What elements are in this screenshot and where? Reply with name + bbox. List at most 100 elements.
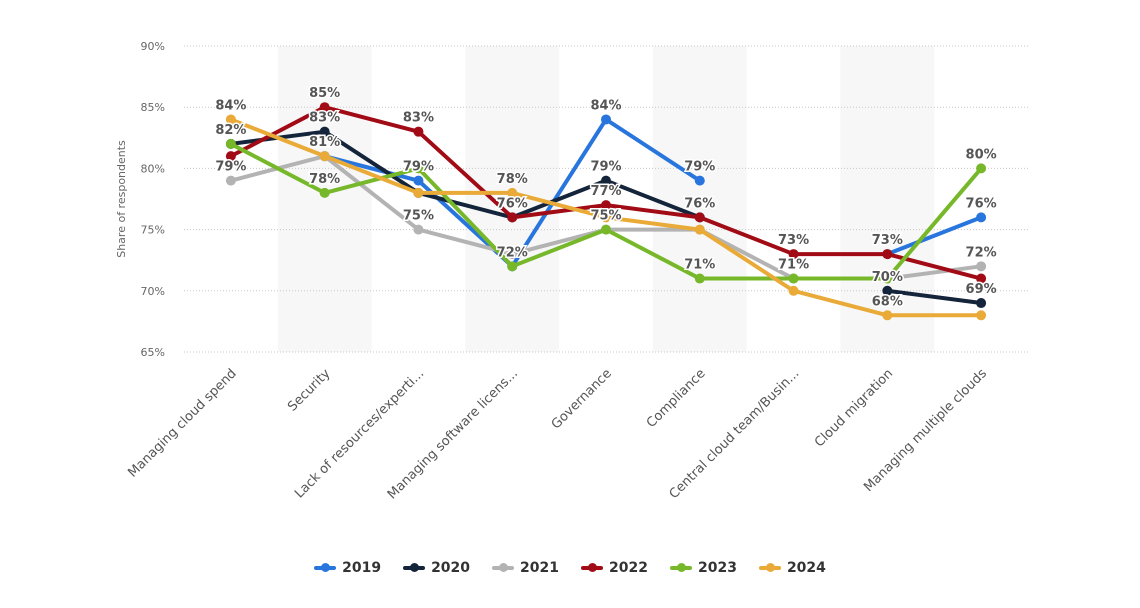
legend-label: 2021 [520,560,559,576]
data-label: 68% [872,294,903,309]
legend-item-2019[interactable]: 2019 [314,560,381,576]
data-point [601,175,611,186]
data-point [976,298,987,309]
data-label: 69% [966,282,997,297]
data-label: 82% [215,123,246,138]
data-point [507,261,518,272]
data-label: 75% [403,209,434,224]
y-axis-label: Share of respondents [115,140,128,258]
data-point [225,151,236,162]
data-label: 78% [309,172,340,187]
data-label: 83% [309,111,340,126]
x-tick-label: Compliance [644,366,709,431]
data-point [601,224,611,235]
data-label: 76% [966,196,997,211]
legend-label: 2020 [431,560,471,576]
data-label: 79% [403,160,434,175]
data-point [413,175,424,186]
data-point [225,138,236,149]
legend-swatch [581,563,603,572]
legend-item-2023[interactable]: 2023 [669,560,737,576]
legend-label: 2019 [342,560,382,576]
data-point [694,175,705,186]
series-line [886,215,982,256]
legend-item-2020[interactable]: 2020 [403,560,470,576]
data-label: 84% [215,98,246,113]
y-tick-label: 75% [141,224,165,237]
series-2022 [225,102,987,284]
data-label: 79% [684,160,715,175]
series-line [230,129,701,220]
data-point [976,163,987,174]
data-point [319,151,330,162]
data-point [601,212,611,223]
legend-swatch [403,563,426,572]
series-2024 [225,114,987,321]
data-point [694,212,705,223]
data-label: 79% [215,160,246,175]
column-band [840,46,935,352]
data-label: 78% [497,172,528,187]
data-label: 72% [966,245,997,260]
data-point [694,224,705,235]
legend-label: 2024 [786,560,826,576]
data-point [319,102,330,113]
data-point [976,212,987,223]
data-label: 79% [590,160,621,175]
data-point [788,273,799,284]
data-point [694,273,705,284]
legend-item-2021[interactable]: 2021 [492,560,559,576]
legend-label: 2023 [697,560,737,576]
data-label: 83% [403,111,434,126]
data-point [882,310,893,321]
data-point [413,163,424,174]
legend-item-2024[interactable]: 2024 [758,560,826,576]
data-point [976,261,987,272]
data-point [225,175,236,186]
data-point [319,126,330,137]
data-point [882,273,893,284]
legend-label: 2022 [609,560,648,576]
y-tick-label: 85% [141,101,165,114]
data-point [507,187,518,198]
series-2023 [225,138,987,284]
y-tick-label: 65% [141,346,165,359]
data-point [976,310,987,321]
data-point [788,285,799,296]
x-tick-label: Cloud migration [812,366,896,450]
data-point [413,187,424,198]
series-line [887,288,982,306]
y-tick-label: 80% [141,162,165,175]
column-band [277,46,372,352]
data-label: 76% [497,196,528,211]
y-tick-label: 70% [141,285,165,298]
legend-swatch [314,563,337,572]
data-label: 81% [309,135,340,150]
data-label: 76% [684,196,715,211]
x-tick-label: Security [285,366,334,415]
data-label: 77% [590,184,621,199]
data-point [413,126,424,137]
legend: 2019 2020 2021 2022 2023 2024 [0,560,1140,576]
data-point [507,249,518,260]
data-point [413,224,424,235]
data-label: 70% [872,270,903,285]
data-point [601,114,611,125]
data-point [788,249,799,260]
data-point [882,285,893,296]
data-label: 73% [872,233,903,248]
data-label: 72% [497,245,528,260]
legend-swatch [669,563,692,572]
data-label: 73% [778,233,809,248]
data-label: 85% [309,86,340,101]
data-point [319,187,330,198]
legend-swatch [492,563,515,572]
legend-item-2022[interactable]: 2022 [581,560,648,576]
data-label: 71% [778,258,809,273]
x-tick-label: Governance [549,366,615,432]
legend-swatch [758,563,781,572]
data-label: 80% [966,147,997,162]
column-band [652,46,747,352]
data-point [225,114,236,125]
